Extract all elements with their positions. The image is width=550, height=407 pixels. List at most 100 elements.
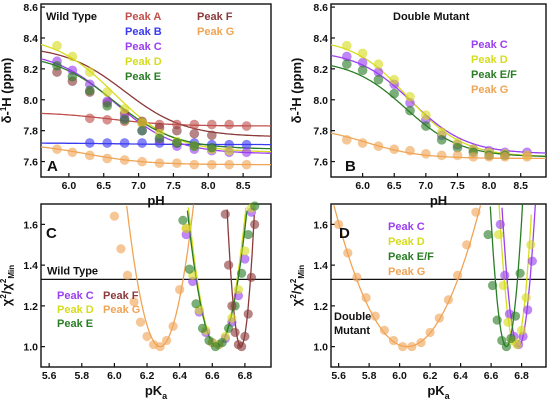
data-point-peak-f bbox=[171, 125, 182, 136]
data-point-peak-d bbox=[512, 339, 522, 350]
data-point-peak-g bbox=[341, 134, 352, 145]
data-point-peak-b bbox=[137, 138, 147, 148]
data-point-peak-g bbox=[67, 147, 78, 158]
data-point-peak-g bbox=[84, 150, 95, 161]
y-axis-label: δ-1H (ppm) bbox=[289, 58, 304, 124]
data-point-peak-d bbox=[52, 40, 62, 51]
panel-title: Wild Type bbox=[46, 11, 97, 23]
data-point-peak-b bbox=[84, 138, 95, 148]
data-point-peak-a bbox=[84, 113, 95, 124]
data-point-peak-d bbox=[119, 104, 130, 114]
plot-frame bbox=[40, 3, 272, 178]
legend-peak-f: Peak F bbox=[197, 11, 233, 23]
data-point-peak-f bbox=[227, 301, 237, 311]
data-point-peak-g bbox=[52, 144, 62, 155]
data-point-peak-e bbox=[171, 138, 182, 148]
data-point-peak-d bbox=[521, 293, 531, 303]
panel-note: Mutant bbox=[334, 325, 370, 337]
plot-frame bbox=[40, 203, 272, 368]
y-tick-label: 8.2 bbox=[23, 64, 38, 76]
legend-peak-c: Peak C bbox=[471, 39, 508, 51]
panel-letter: C bbox=[46, 225, 57, 242]
data-point-peak-g bbox=[462, 240, 472, 250]
data-point-peak-g bbox=[405, 145, 415, 156]
legend-peak-g: Peak G bbox=[471, 84, 508, 96]
data-point-peak-e-f bbox=[506, 333, 516, 344]
y-axis-label: δ-1H (ppm) bbox=[0, 58, 14, 124]
data-point-peak-e-f bbox=[501, 341, 512, 352]
data-point-peak-e bbox=[67, 71, 78, 82]
data-point-peak-g bbox=[109, 211, 120, 221]
legend-peak-e: Peak E bbox=[125, 71, 161, 83]
x-tick-label: 7.0 bbox=[131, 180, 146, 192]
y-tick-label: 1.6 bbox=[23, 219, 38, 231]
y-tick-label: 8.6 bbox=[313, 2, 328, 14]
data-point-peak-d bbox=[67, 51, 78, 62]
data-point-peak-g bbox=[471, 207, 481, 217]
data-point-peak-b bbox=[119, 138, 130, 148]
panel-c: 5.6 5.8 6.0 6.2 6.4 6.6 6.8 1.0 1.2 1.4 1.6 pKa χ2/χ… bbox=[0, 201, 272, 401]
data-point-peak-d bbox=[498, 280, 508, 291]
data-point-peak-e bbox=[210, 341, 221, 352]
data-point-peak-e bbox=[52, 60, 62, 71]
y-tick-label: 1.4 bbox=[23, 260, 38, 272]
data-point-peak-d bbox=[420, 110, 431, 121]
data-point-peak-e-f bbox=[483, 229, 493, 240]
data-point-peak-f bbox=[189, 128, 200, 139]
data-point-peak-d bbox=[341, 40, 352, 51]
legend-peak-e-f: Peak E/F bbox=[471, 69, 517, 81]
data-point-peak-g bbox=[398, 341, 408, 352]
data-point-peak-a bbox=[206, 119, 217, 130]
data-point-peak-f bbox=[220, 209, 231, 219]
data-point-peak-e-f bbox=[515, 268, 525, 278]
x-tick-label: 6.4 bbox=[172, 370, 187, 382]
data-point-peak-f bbox=[250, 219, 260, 230]
legend-peak-g: Peak G bbox=[103, 304, 140, 316]
data-point-peak-e bbox=[206, 142, 217, 153]
data-point-peak-g bbox=[155, 341, 165, 352]
data-point-peak-e bbox=[184, 264, 195, 274]
data-point-peak-e-f bbox=[487, 280, 498, 291]
data-point-peak-a bbox=[224, 119, 235, 130]
data-point-peak-g bbox=[452, 270, 463, 280]
panel-d: 5.6 5.8 6.0 6.2 6.4 6.6 6.8 1.0 1.2 1.4 1.6 pKa χ2/χ… bbox=[289, 203, 547, 401]
fit-line-peak-g bbox=[333, 205, 482, 348]
x-tick-label: 5.6 bbox=[331, 370, 346, 382]
data-point-peak-g bbox=[468, 151, 479, 162]
data-point-peak-g bbox=[135, 317, 146, 327]
panel-letter: D bbox=[339, 225, 350, 242]
data-point-peak-g bbox=[379, 325, 390, 335]
data-point-peak-e bbox=[217, 337, 227, 348]
data-point-peak-a bbox=[189, 119, 200, 130]
data-point-peak-d bbox=[84, 67, 95, 77]
x-tick-label: 5.8 bbox=[74, 370, 89, 382]
y-tick-label: 7.8 bbox=[23, 126, 38, 138]
data-point-peak-d bbox=[389, 74, 400, 85]
data-point-peak-g bbox=[434, 313, 444, 323]
data-point-peak-e-f bbox=[492, 315, 502, 325]
data-point-peak-e-f bbox=[497, 335, 507, 346]
y-tick-label: 8.2 bbox=[313, 64, 328, 76]
data-point-peak-f bbox=[206, 130, 217, 141]
data-point-peak-e-f bbox=[436, 134, 447, 145]
data-point-peak-d bbox=[357, 48, 368, 59]
data-point-peak-g bbox=[189, 159, 200, 170]
data-point-peak-g bbox=[352, 272, 362, 282]
x-tick-label: 6.5 bbox=[96, 180, 111, 192]
x-tick-label: 6.4 bbox=[453, 370, 468, 382]
data-point-peak-g bbox=[116, 244, 126, 254]
panel-note: Double bbox=[334, 311, 371, 323]
data-point-peak-g bbox=[436, 150, 447, 161]
x-tick-label: 8.5 bbox=[513, 180, 528, 192]
plot-frame bbox=[330, 3, 547, 178]
y-tick-label: 1.2 bbox=[313, 301, 328, 313]
data-point-peak-b bbox=[102, 138, 113, 148]
data-point-peak-g bbox=[168, 321, 178, 331]
data-point-peak-c bbox=[527, 256, 537, 266]
x-axis-label: pH bbox=[430, 193, 447, 208]
data-point-peak-e bbox=[189, 141, 200, 151]
y-tick-label: 8.0 bbox=[313, 95, 328, 107]
x-tick-label: 6.0 bbox=[107, 370, 122, 382]
data-point-peak-e-f bbox=[373, 74, 384, 85]
